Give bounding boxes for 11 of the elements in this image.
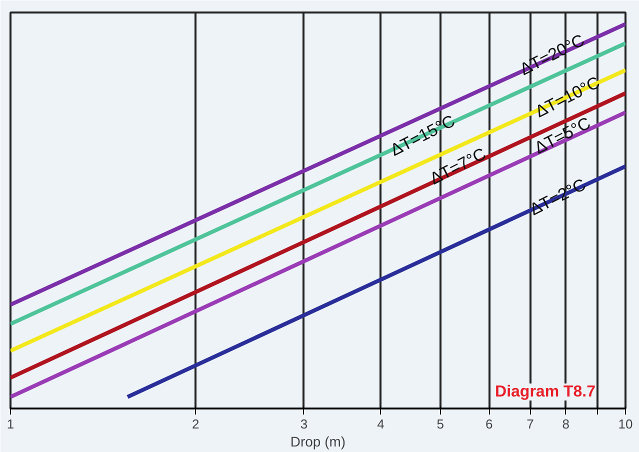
x-tick-label: 4: [377, 416, 384, 432]
x-axis-title: Drop (m): [290, 434, 346, 450]
x-tick-label: 2: [192, 416, 200, 432]
x-tick-label: 1: [6, 416, 14, 432]
x-tick-label: 6: [485, 416, 493, 432]
x-tick-label: 10: [618, 416, 633, 432]
x-tick-label: 8: [562, 416, 570, 432]
x-tick-label: 5: [436, 416, 444, 432]
x-tick-label: 7: [526, 416, 534, 432]
x-tick-label: 3: [300, 416, 308, 432]
annotation: Diagram T8.7: [495, 384, 596, 400]
